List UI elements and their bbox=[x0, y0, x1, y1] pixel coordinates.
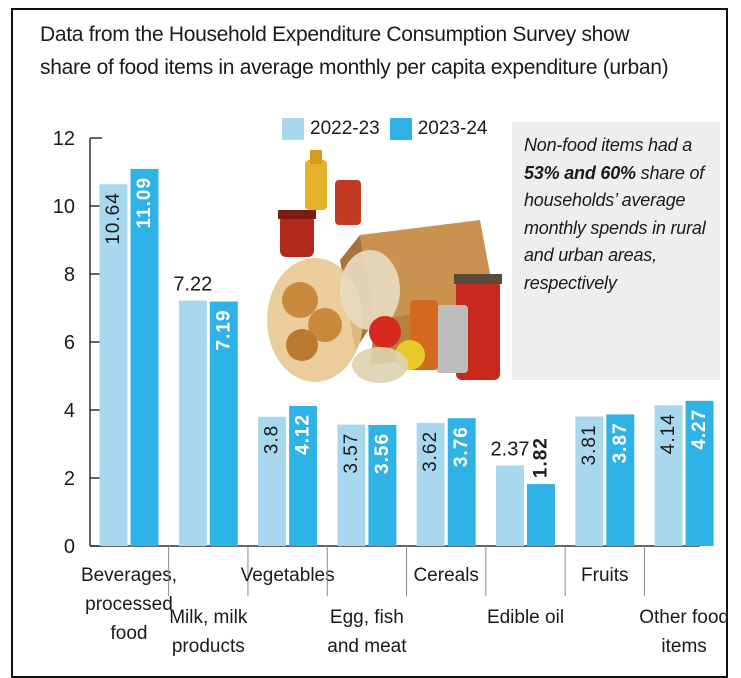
annotation-text-end: share of households’ average monthly spe… bbox=[524, 162, 706, 293]
y-tick-label: 12 bbox=[53, 128, 75, 150]
chart-title: Data from the Household Expenditure Cons… bbox=[40, 18, 730, 84]
category-label: Milk, milk bbox=[169, 607, 248, 628]
legend-label-2023-24: 2023-24 bbox=[417, 118, 488, 139]
data-label: 3.81 bbox=[579, 424, 600, 465]
y-tick-label: 8 bbox=[64, 264, 75, 286]
groceries-illustration bbox=[260, 150, 510, 395]
bar-2022-23 bbox=[258, 416, 287, 546]
bar-2022-23 bbox=[654, 405, 683, 546]
category-label: products bbox=[172, 636, 245, 657]
data-label: 10.64 bbox=[103, 192, 124, 245]
bar-2023-24 bbox=[606, 414, 635, 546]
bar-2023-24 bbox=[209, 301, 238, 546]
category-label: Cereals bbox=[413, 565, 478, 586]
category-label: Egg, fish bbox=[330, 607, 404, 628]
bar-2022-23 bbox=[575, 416, 604, 546]
data-label: 7.19 bbox=[213, 310, 234, 351]
y-tick-label: 0 bbox=[64, 536, 75, 558]
bar-2023-24 bbox=[289, 405, 318, 546]
data-label: 4.27 bbox=[689, 409, 710, 450]
bar-2023-24 bbox=[368, 424, 397, 546]
category-label: and meat bbox=[327, 636, 407, 657]
data-label: 3.76 bbox=[451, 426, 472, 467]
data-label: 3.62 bbox=[420, 431, 441, 472]
data-label: 3.8 bbox=[262, 425, 283, 454]
bar-2022-23 bbox=[416, 422, 445, 546]
bar-2023-24 bbox=[685, 400, 714, 546]
category-label: processed bbox=[85, 594, 173, 615]
legend-swatch-2023-24 bbox=[389, 118, 412, 140]
y-tick-label: 10 bbox=[53, 196, 75, 218]
data-label: 4.14 bbox=[658, 413, 679, 454]
data-label: 1.82 bbox=[531, 437, 552, 478]
data-label: 7.22 bbox=[173, 274, 212, 296]
legend-item-2023-24: 2023-24 bbox=[389, 118, 488, 140]
legend-item-2022-23: 2022-23 bbox=[282, 118, 380, 140]
legend-label-2022-23: 2022-23 bbox=[310, 118, 380, 139]
annotation-text: Non-food items had a 53% and 60% share o… bbox=[524, 132, 710, 297]
bar-2022-23 bbox=[99, 184, 128, 547]
legend-swatch-2022-23 bbox=[282, 118, 304, 140]
bar-2022-23 bbox=[496, 465, 524, 546]
bar-2022-23 bbox=[337, 424, 366, 546]
category-label: Beverages, bbox=[81, 565, 177, 586]
bar-2023-24 bbox=[447, 418, 476, 546]
annotation-text-bold: 53% and 60% bbox=[524, 162, 636, 183]
annotation-text-start: Non-food items had a bbox=[524, 135, 693, 155]
bar-2022-23 bbox=[178, 300, 207, 546]
data-label: 3.87 bbox=[610, 422, 631, 463]
bar-2023-24 bbox=[527, 484, 555, 546]
data-label: 2.37 bbox=[491, 438, 530, 460]
y-tick-label: 2 bbox=[64, 468, 75, 490]
title-line-1: Data from the Household Expenditure Cons… bbox=[40, 23, 630, 46]
data-label: 3.56 bbox=[372, 433, 393, 474]
y-tick-label: 4 bbox=[64, 400, 75, 422]
title-line-2: share of food items in average monthly p… bbox=[40, 56, 669, 79]
category-label: Fruits bbox=[581, 565, 629, 586]
chart-legend: 2022-23 2023-24 bbox=[282, 116, 497, 142]
category-label: Other food bbox=[639, 607, 729, 628]
category-label: items bbox=[661, 636, 706, 657]
bar-2023-24 bbox=[130, 168, 159, 546]
category-label: food bbox=[111, 623, 148, 644]
annotation-box: Non-food items had a 53% and 60% share o… bbox=[512, 122, 720, 380]
category-label: Vegetables bbox=[241, 565, 335, 586]
data-label: 4.12 bbox=[293, 414, 314, 455]
category-label: Edible oil bbox=[487, 607, 564, 628]
data-label: 3.57 bbox=[341, 433, 362, 474]
y-tick-label: 6 bbox=[64, 332, 75, 354]
data-label: 11.09 bbox=[134, 177, 155, 229]
